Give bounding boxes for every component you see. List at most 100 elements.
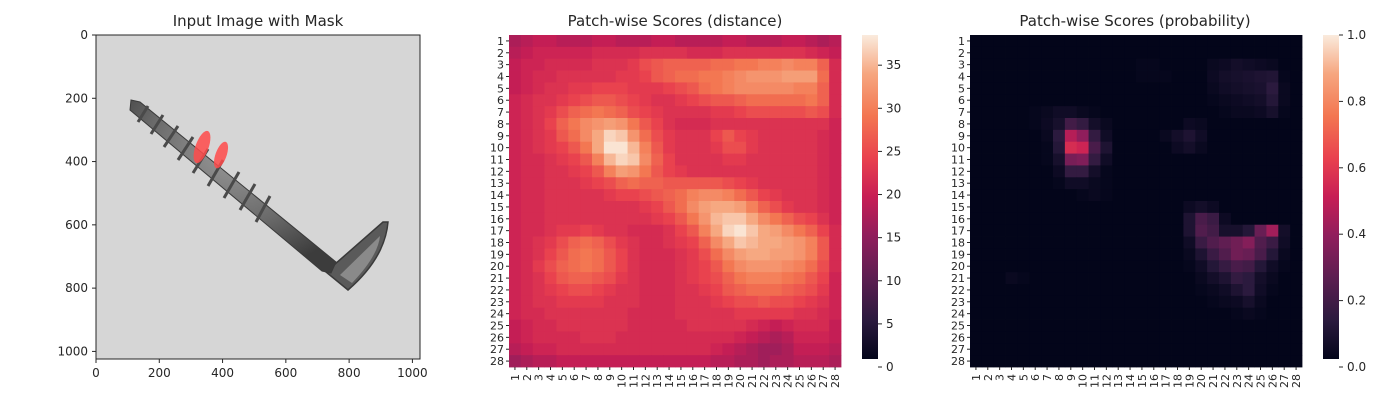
heatmap-cell (592, 319, 605, 332)
x-tick-label: 5 (556, 374, 569, 381)
heatmap-cell (675, 118, 688, 131)
heatmap-cell (758, 82, 771, 95)
heatmap-cell (675, 224, 688, 237)
heatmap-cell (1159, 58, 1172, 71)
heatmap-cell (1278, 165, 1291, 178)
y-tick-label: 19 (490, 248, 504, 261)
heatmap-cell (663, 319, 676, 332)
heatmap-cell (1076, 248, 1089, 261)
heatmap-cell (544, 355, 557, 368)
heatmap-cell (663, 331, 676, 344)
heatmap-cell (675, 177, 688, 190)
heatmap-cell (532, 58, 545, 71)
heatmap-cell (603, 236, 617, 249)
heatmap-cell (1100, 165, 1113, 178)
heatmap-cell (1195, 295, 1208, 309)
heatmap-cell (568, 248, 581, 261)
heatmap-cell (1029, 236, 1042, 249)
heatmap-cell (580, 35, 593, 48)
heatmap-cell (981, 177, 995, 190)
heatmap-cell (675, 129, 688, 143)
heatmap-cell (1053, 248, 1066, 261)
heatmap-cell (698, 70, 711, 83)
heatmap-cell (651, 284, 664, 297)
heatmap-cell (1112, 189, 1125, 202)
heatmap-cell (981, 284, 995, 297)
heatmap-cell (1230, 94, 1244, 107)
heatmap-cell (1183, 284, 1196, 297)
x-tick-label: 22 (758, 374, 771, 388)
heatmap-cell (544, 94, 557, 107)
heatmap-cell (651, 307, 664, 320)
heatmap-cell (1053, 284, 1066, 297)
heatmap-cell (1159, 165, 1172, 178)
heatmap-cell (615, 153, 628, 166)
heatmap-cell (1254, 295, 1267, 309)
x-tick-label: 6 (1029, 374, 1042, 381)
heatmap-cell (532, 94, 545, 107)
heatmap-cell (615, 35, 628, 48)
heatmap-cell (556, 212, 569, 226)
heatmap-cell (1195, 272, 1208, 285)
heatmap-cell (1017, 284, 1030, 297)
heatmap-cell (532, 319, 545, 332)
heatmap-cell (993, 35, 1006, 48)
colorbar-tick-label: 5 (886, 317, 894, 331)
heatmap-cell (993, 224, 1006, 237)
heatmap-cell (722, 94, 735, 107)
heatmap-cell (1100, 94, 1113, 107)
heatmap-cell (592, 153, 605, 166)
heatmap-cell (1219, 343, 1232, 356)
heatmap-cell (663, 260, 676, 273)
heatmap-cell (1171, 70, 1184, 83)
x-tick-label: 14 (663, 374, 676, 388)
heatmap-cell (805, 295, 818, 309)
heatmap-cell (781, 129, 794, 143)
x-tick-label: 1 (509, 374, 522, 381)
heatmap-cell (1254, 319, 1267, 332)
heatmap-cell (615, 46, 628, 60)
heatmap-cell (568, 70, 581, 83)
heatmap-cell (758, 284, 771, 297)
heatmap-cell (1290, 272, 1303, 285)
heatmap-cell (1266, 58, 1279, 71)
heatmap-cell (1029, 129, 1042, 143)
heatmap-cell (710, 58, 723, 71)
heatmap-cell (651, 82, 664, 95)
heatmap-cell (1290, 106, 1303, 119)
heatmap-cell (568, 212, 581, 226)
heatmap-cell (1219, 189, 1232, 202)
heatmap-cell (556, 118, 569, 131)
heatmap-cell (1183, 58, 1196, 71)
heatmap-cell (746, 118, 759, 131)
heatmap-cell (592, 236, 605, 249)
heatmap-cell (1005, 106, 1018, 119)
heatmap-cell (580, 343, 593, 356)
heatmap-cell (1100, 248, 1113, 261)
heatmap-cell (734, 260, 747, 273)
heatmap-cell (1219, 165, 1232, 178)
heatmap-cell (1159, 70, 1172, 83)
heatmap-cell (1076, 106, 1089, 119)
heatmap-cell (1136, 165, 1149, 178)
heatmap-cell (734, 343, 747, 356)
heatmap-cell (710, 295, 723, 309)
heatmap-cell (698, 35, 711, 48)
heatmap-cell (1053, 307, 1066, 320)
heatmap-cell (817, 284, 830, 297)
heatmap-cell (805, 260, 818, 273)
heatmap-cell (509, 94, 522, 107)
heatmap-cell (592, 331, 605, 344)
heatmap-cell (1230, 307, 1244, 320)
heatmap-cell (1266, 260, 1279, 273)
heatmap-cell (781, 106, 794, 119)
heatmap-cell (686, 343, 700, 356)
heatmap-cell (981, 153, 995, 166)
heatmap-cell (556, 331, 569, 344)
heatmap-cell (793, 46, 806, 60)
heatmap-cell (556, 70, 569, 83)
heatmap-cell (817, 260, 830, 273)
heatmap-cell (1230, 201, 1244, 214)
heatmap-cell (758, 201, 771, 214)
